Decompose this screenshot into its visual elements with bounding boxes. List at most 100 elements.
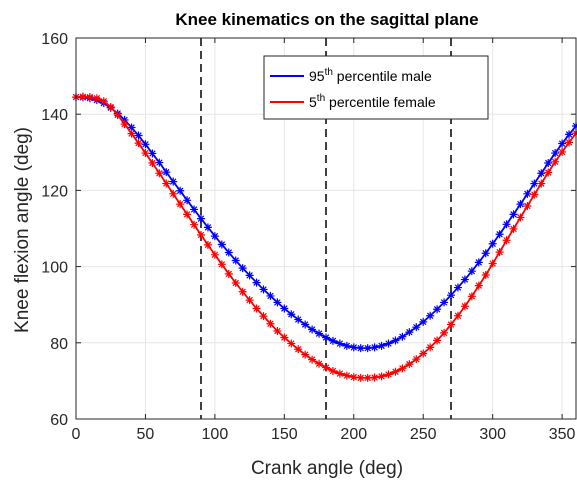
data-point-marker (426, 311, 435, 320)
data-point-marker (134, 139, 143, 148)
data-point-marker (384, 370, 393, 379)
data-point-marker (301, 350, 310, 359)
data-point-marker (197, 230, 205, 239)
data-point-marker (169, 189, 178, 198)
y-tick-label: 140 (41, 107, 68, 124)
data-point-marker (315, 329, 324, 338)
data-point-marker (349, 373, 358, 382)
data-point-marker (558, 139, 567, 148)
data-point-marker (488, 239, 497, 248)
data-point-marker (377, 372, 386, 381)
data-point-marker (238, 287, 247, 296)
data-point-marker (259, 312, 268, 321)
data-point-marker (99, 97, 108, 106)
data-point-marker (377, 341, 386, 350)
data-point-marker (203, 223, 212, 232)
data-point-marker (335, 369, 344, 378)
data-point-marker (141, 149, 150, 158)
legend-male-base: 95 (309, 68, 325, 84)
data-point-marker (328, 366, 337, 375)
data-point-marker (308, 355, 317, 364)
data-point-marker (509, 210, 518, 219)
data-point-marker (308, 325, 317, 334)
legend-box (263, 55, 489, 120)
data-point-marker (266, 319, 275, 328)
data-point-marker (391, 367, 400, 376)
data-point-marker (502, 220, 511, 229)
legend-male-sup: th (325, 67, 333, 78)
data-point-marker (405, 328, 414, 337)
data-point-marker (238, 264, 247, 273)
data-point-marker (419, 349, 428, 358)
data-point-marker (155, 169, 164, 178)
x-tick-label: 100 (202, 426, 229, 443)
series-male (72, 93, 577, 353)
data-point-marker (280, 333, 289, 342)
data-point-marker (551, 157, 560, 166)
data-point-marker (398, 332, 407, 341)
data-point-marker (287, 310, 296, 319)
data-point-marker (315, 359, 324, 368)
data-point-marker (356, 344, 365, 353)
data-point-marker (349, 343, 358, 352)
data-point-marker (169, 177, 178, 186)
data-point-marker (391, 336, 400, 345)
data-point-marker (335, 339, 344, 348)
data-point-marker (224, 269, 233, 278)
data-point-marker (183, 210, 192, 219)
y-tick-label: 100 (41, 260, 68, 277)
data-point-marker (176, 200, 185, 209)
data-point-marker (141, 140, 150, 149)
data-point-marker (342, 371, 351, 380)
data-point-marker (328, 336, 337, 345)
legend-female-sup: th (317, 93, 325, 104)
x-tick-label: 200 (340, 426, 367, 443)
data-point-marker (363, 373, 372, 382)
data-point-marker (301, 320, 310, 329)
data-point-marker (481, 249, 490, 258)
data-point-marker (460, 275, 469, 284)
data-point-marker (162, 179, 171, 188)
data-point-marker (447, 320, 455, 329)
data-point-marker (106, 102, 115, 111)
data-point-marker (294, 315, 303, 324)
data-point-marker (356, 373, 365, 382)
data-point-marker (231, 278, 240, 287)
data-point-marker (231, 256, 240, 265)
data-point-marker (245, 296, 254, 305)
data-point-marker (453, 311, 462, 320)
legend-male-rest: percentile male (333, 68, 432, 84)
x-tick-label: 50 (137, 426, 155, 443)
data-point-marker (530, 179, 539, 188)
data-point-marker (523, 189, 532, 198)
data-point-marker (273, 298, 282, 307)
chart-title: Knee kinematics on the sagittal plane (175, 10, 478, 29)
legend-female-base: 5 (309, 94, 317, 110)
data-point-marker (440, 328, 449, 337)
y-tick-label: 80 (50, 336, 68, 353)
data-point-marker (419, 317, 428, 326)
series-layer (72, 92, 577, 382)
data-point-marker (148, 149, 157, 158)
data-point-marker (294, 345, 303, 354)
y-tick-labels: 60 80 100 120 140 160 (41, 31, 68, 429)
data-point-marker (558, 147, 567, 156)
data-point-marker (565, 138, 574, 147)
x-tick-label: 350 (549, 426, 576, 443)
data-point-marker (551, 149, 560, 158)
data-point-marker (474, 281, 483, 290)
data-point-marker (266, 291, 275, 300)
data-point-marker (370, 373, 379, 382)
data-point-marker (447, 291, 455, 300)
x-axis-label: Crank angle (deg) (251, 458, 403, 479)
data-point-marker (488, 259, 497, 268)
legend-female-rest: percentile female (325, 94, 436, 110)
data-point-marker (78, 92, 87, 101)
y-axis-label: Knee flexion angle (deg) (12, 127, 33, 333)
data-point-marker (210, 232, 219, 241)
data-point-marker (342, 341, 351, 350)
data-point-marker (544, 168, 553, 177)
data-point-marker (453, 283, 462, 292)
data-point-marker (190, 220, 199, 229)
